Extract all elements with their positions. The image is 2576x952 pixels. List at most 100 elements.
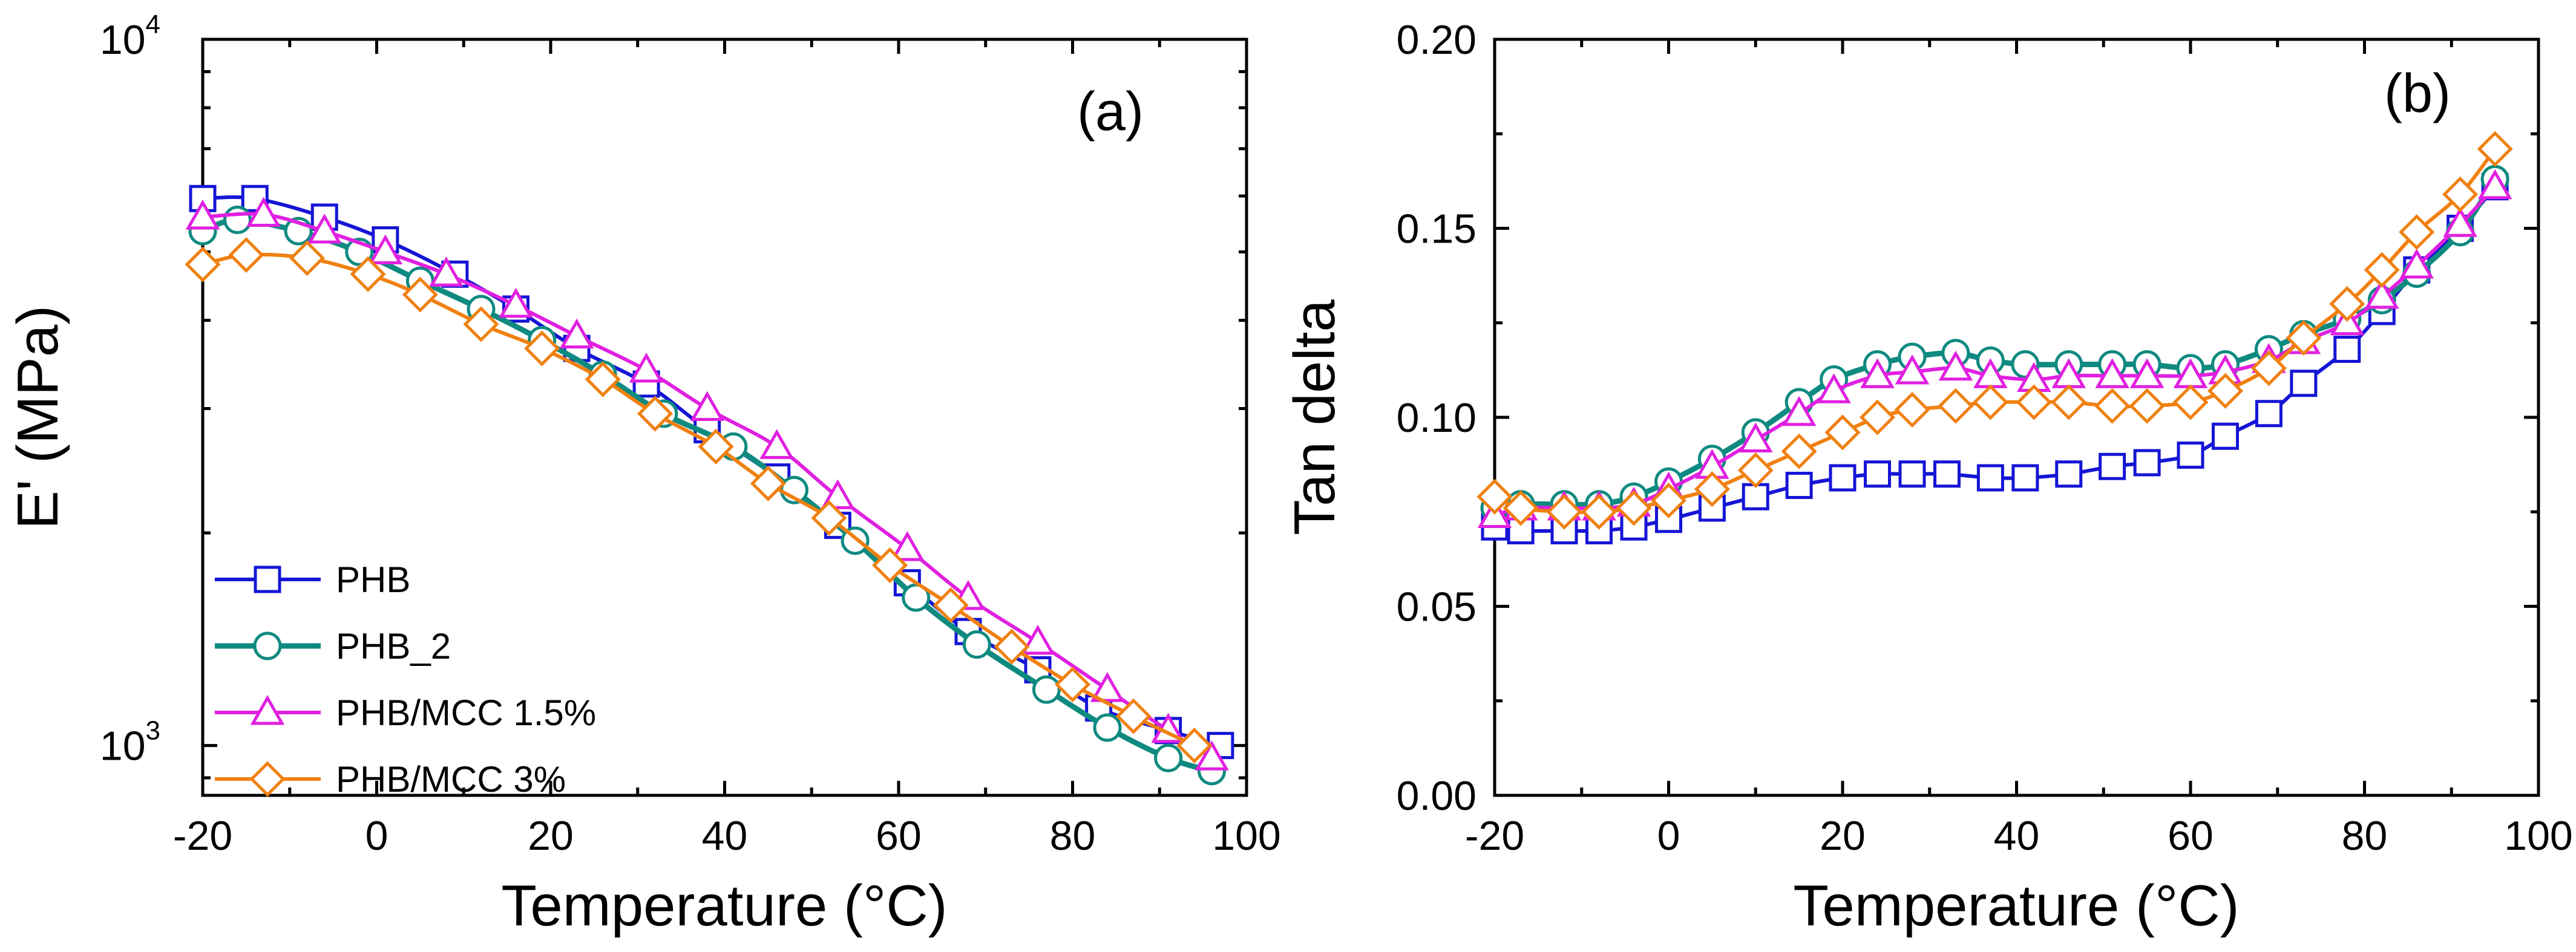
data-point-phb-mcc-1-5 <box>1090 672 1125 702</box>
data-point-phb-mcc-1-5 <box>1781 396 1817 426</box>
data-point-phb <box>2333 336 2361 363</box>
legend-label: PHB <box>336 559 410 600</box>
data-point-phb <box>2099 452 2126 480</box>
data-point-phb-mcc-3 <box>750 465 786 501</box>
data-point-phb <box>1864 460 1891 488</box>
x-tick-label: 80 <box>1050 813 1096 859</box>
y-tick-label: 0.00 <box>1397 773 1476 819</box>
data-point-phb-mcc-3 <box>932 587 969 624</box>
data-point-phb <box>1976 464 2004 492</box>
data-point-phb-mcc-3 <box>994 628 1030 665</box>
data-point-phb-mcc-3 <box>1694 471 1730 507</box>
data-point-phb-mcc-3 <box>2094 388 2131 424</box>
axis-ticks-b: -20 0 20 40 60 80 100 0.00 0.05 0.10 0.15 0.20 <box>1397 17 2573 859</box>
data-point-phb-mcc-1-5 <box>368 234 403 264</box>
data-point-phb-mcc-3 <box>2442 176 2479 212</box>
data-point-phb-2 <box>223 206 252 235</box>
data-point-phb-mcc-3 <box>698 428 734 465</box>
x-tick-label: 40 <box>1994 813 2040 859</box>
data-point-phb-mcc-3 <box>402 276 438 313</box>
data-point-phb-mcc-1-5 <box>2477 169 2512 200</box>
y-tick-label: 0.10 <box>1397 395 1476 441</box>
x-axis-title-b: Temperature (°C) <box>1793 873 2239 938</box>
data-point-phb-mcc-1-5 <box>2129 358 2165 388</box>
legend-swatch-marker <box>250 694 285 725</box>
x-tick-label: 20 <box>1820 813 1866 859</box>
legend-item-phb: PHB <box>215 559 410 600</box>
data-point-phb-mcc-1-5 <box>499 287 533 318</box>
x-tick-label: -20 <box>1465 813 1524 859</box>
series-phb-mcc-3 <box>1476 131 2513 530</box>
data-point-phb-mcc-3 <box>872 547 908 584</box>
data-point-phb <box>2177 442 2204 469</box>
legend-swatch-marker <box>249 761 286 797</box>
data-point-phb-mcc-1-5 <box>307 214 342 244</box>
y-tick-label: 104 <box>100 10 160 63</box>
data-point-phb-2 <box>1093 713 1122 742</box>
x-tick-label: 100 <box>2504 813 2572 859</box>
series-group-b <box>1476 131 2513 544</box>
data-point-phb-mcc-3 <box>637 396 673 432</box>
data-point-phb-mcc-3 <box>2250 350 2287 386</box>
data-point-phb-mcc-3 <box>2364 252 2400 288</box>
data-point-phb-mcc-1-5 <box>821 479 855 509</box>
y-tick-label: 0.20 <box>1397 17 1476 63</box>
data-point-phb-mcc-3 <box>524 330 560 367</box>
data-point-phb-2 <box>1154 743 1183 772</box>
data-point-phb <box>1829 464 1857 492</box>
data-point-phb-mcc-3 <box>463 306 499 342</box>
legend-item-phb-2: PHB_2 <box>215 626 451 667</box>
x-tick-label: 60 <box>2168 813 2214 859</box>
x-tick-label: 20 <box>528 813 574 859</box>
data-point-phb-mcc-3 <box>1503 490 1539 526</box>
data-point-phb-mcc-3 <box>585 361 621 397</box>
data-point-phb-mcc-1-5 <box>1738 422 1773 452</box>
y-tick-exponent: 4 <box>146 10 160 39</box>
y-tick-base: 10 <box>100 17 146 63</box>
data-point-phb-mcc-3 <box>350 256 386 292</box>
x-tick-label: 80 <box>2342 813 2388 859</box>
data-point-phb-mcc-3 <box>2051 384 2087 420</box>
data-point-phb-mcc-1-5 <box>185 199 220 230</box>
data-point-phb <box>2255 400 2283 428</box>
data-point-phb-mcc-3 <box>1894 391 1930 428</box>
data-point-phb-mcc-3 <box>1115 698 1152 734</box>
legend-swatch-marker <box>254 566 281 593</box>
y-tick-base: 10 <box>100 723 146 769</box>
data-point-phb-mcc-3 <box>2329 285 2365 322</box>
data-point-phb-mcc-1-5 <box>629 353 664 383</box>
data-point-phb-2 <box>962 630 991 659</box>
plot-frame-b <box>1493 37 2540 797</box>
y-tick-label: 103 <box>100 716 160 769</box>
data-point-phb <box>2290 370 2318 397</box>
data-point-phb <box>2055 460 2083 488</box>
data-point-phb-mcc-3 <box>289 240 326 276</box>
data-point-phb-mcc-1-5 <box>1895 354 1930 385</box>
data-point-phb-mcc-3 <box>1972 384 2008 420</box>
data-point-phb <box>1933 460 1961 488</box>
data-point-phb-mcc-1-5 <box>2095 358 2129 388</box>
data-point-phb-mcc-3 <box>2399 214 2435 250</box>
data-point-phb-2 <box>1032 675 1061 704</box>
data-point-phb-mcc-1-5 <box>890 531 925 561</box>
data-point-phb-mcc-1-5 <box>2443 207 2477 237</box>
y-tick-label: 0.15 <box>1397 206 1476 252</box>
panel-label-b: (b) <box>2384 64 2451 124</box>
data-point-phb-mcc-3 <box>2477 131 2513 167</box>
data-point-phb <box>2212 422 2239 450</box>
data-point-phb-mcc-1-5 <box>1020 624 1055 655</box>
x-axis-title-a: Temperature (°C) <box>501 873 947 938</box>
data-point-phb-mcc-3 <box>1476 478 1513 515</box>
data-point-phb-mcc-1-5 <box>2399 248 2434 279</box>
series-phb-mcc-3 <box>185 237 1213 764</box>
data-point-phb <box>1742 483 1769 510</box>
x-tick-label: 60 <box>876 813 922 859</box>
data-point-phb-mcc-1-5 <box>1817 373 1851 403</box>
legend-item-phb-mcc-1-5: PHB/MCC 1.5% <box>215 693 596 733</box>
x-tick-label: 100 <box>1212 813 1280 859</box>
panel-label-a: (a) <box>1077 82 1144 142</box>
legend-a: PHB PHB_2 PHB/MCC 1.5% PHB/MCC 3% <box>215 559 596 800</box>
data-point-phb-mcc-3 <box>2129 388 2165 424</box>
